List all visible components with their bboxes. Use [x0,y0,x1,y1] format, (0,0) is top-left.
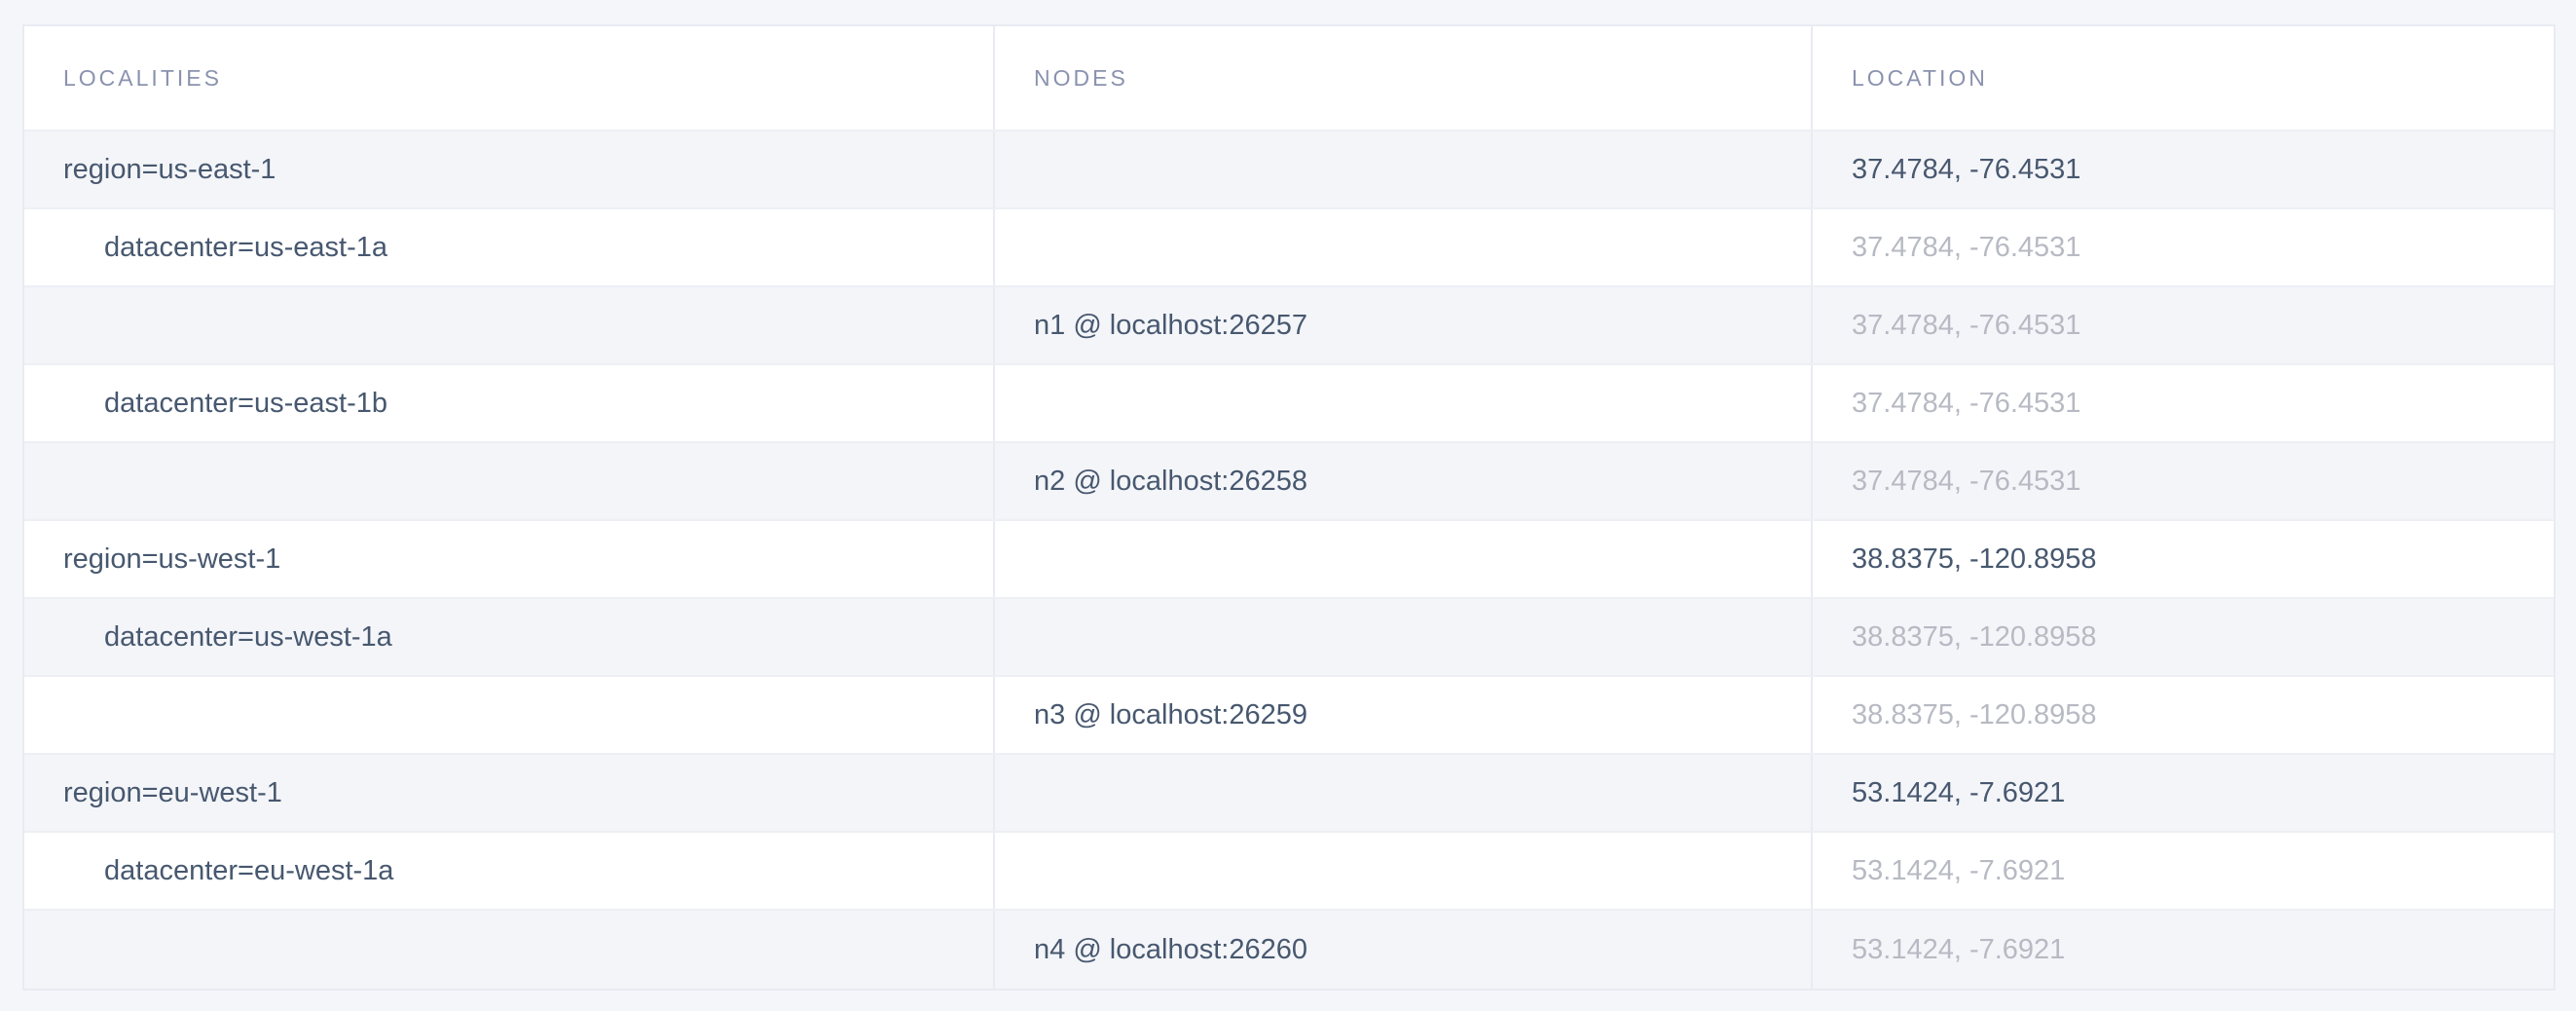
table-row: datacenter=us-east-1a 37.4784, -76.4531 [24,209,2554,287]
location-cell: 37.4784, -76.4531 [1811,365,2554,441]
column-header-nodes: NODES [993,26,1811,130]
location-cell: 38.8375, -120.8958 [1811,677,2554,753]
table-row: datacenter=us-east-1b 37.4784, -76.4531 [24,365,2554,443]
table-row: datacenter=us-west-1a 38.8375, -120.8958 [24,599,2554,677]
location-cell: 53.1424, -7.6921 [1811,911,2554,989]
locality-cell [24,911,993,989]
column-header-location: LOCATION [1811,26,2554,130]
locality-cell: datacenter=us-east-1b [104,387,387,419]
location-cell: 37.4784, -76.4531 [1811,443,2554,519]
node-cell: n1 @ localhost:26257 [993,287,1811,363]
locality-cell: datacenter=eu-west-1a [104,854,394,886]
node-cell [993,209,1811,285]
node-cell [993,599,1811,675]
location-cell: 37.4784, -76.4531 [1811,131,2554,207]
table-row: datacenter=eu-west-1a 53.1424, -7.6921 [24,833,2554,911]
table-row: n1 @ localhost:26257 37.4784, -76.4531 [24,287,2554,365]
column-header-localities: LOCALITIES [63,64,222,91]
table-row: region=eu-west-1 53.1424, -7.6921 [24,755,2554,833]
table-body: region=us-east-1 37.4784, -76.4531 datac… [24,131,2554,989]
locality-cell: datacenter=us-west-1a [104,620,392,653]
node-cell [993,755,1811,831]
locality-cell: region=us-east-1 [63,153,276,185]
node-cell [993,365,1811,441]
table-row: n2 @ localhost:26258 37.4784, -76.4531 [24,443,2554,521]
locality-cell: region=eu-west-1 [63,776,282,808]
location-cell: 38.8375, -120.8958 [1811,599,2554,675]
locality-cell [24,677,993,753]
table-row: region=us-west-1 38.8375, -120.8958 [24,521,2554,599]
node-cell [993,521,1811,597]
table-row: region=us-east-1 37.4784, -76.4531 [24,131,2554,209]
location-cell: 37.4784, -76.4531 [1811,209,2554,285]
locality-cell [24,443,993,519]
table-row: n3 @ localhost:26259 38.8375, -120.8958 [24,677,2554,755]
node-cell: n3 @ localhost:26259 [993,677,1811,753]
location-cell: 38.8375, -120.8958 [1811,521,2554,597]
locality-cell: datacenter=us-east-1a [104,231,387,263]
location-cell: 37.4784, -76.4531 [1811,287,2554,363]
locality-cell: region=us-west-1 [63,543,281,575]
table-row: n4 @ localhost:26260 53.1424, -7.6921 [24,911,2554,989]
node-cell: n4 @ localhost:26260 [993,911,1811,989]
locality-cell [24,287,993,363]
table-header-row: LOCALITIES NODES LOCATION [24,26,2554,131]
location-cell: 53.1424, -7.6921 [1811,755,2554,831]
node-cell [993,833,1811,909]
node-cell: n2 @ localhost:26258 [993,443,1811,519]
location-cell: 53.1424, -7.6921 [1811,833,2554,909]
node-cell [993,131,1811,207]
localities-table: LOCALITIES NODES LOCATION region=us-east… [22,24,2556,991]
